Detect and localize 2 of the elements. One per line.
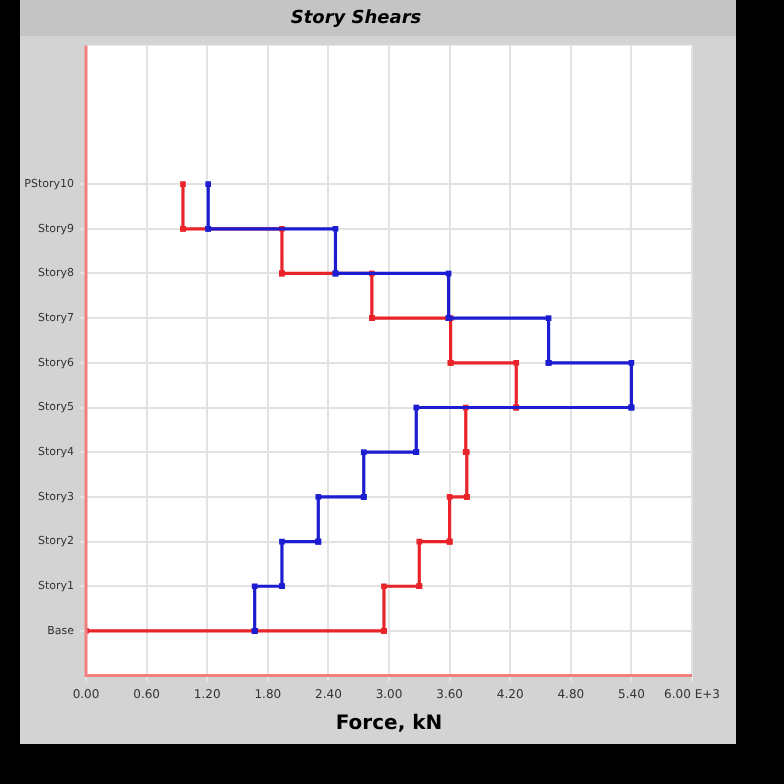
chart-title: Story Shears [290, 9, 423, 30]
x-axis-title: Force, kN [335, 713, 443, 736]
